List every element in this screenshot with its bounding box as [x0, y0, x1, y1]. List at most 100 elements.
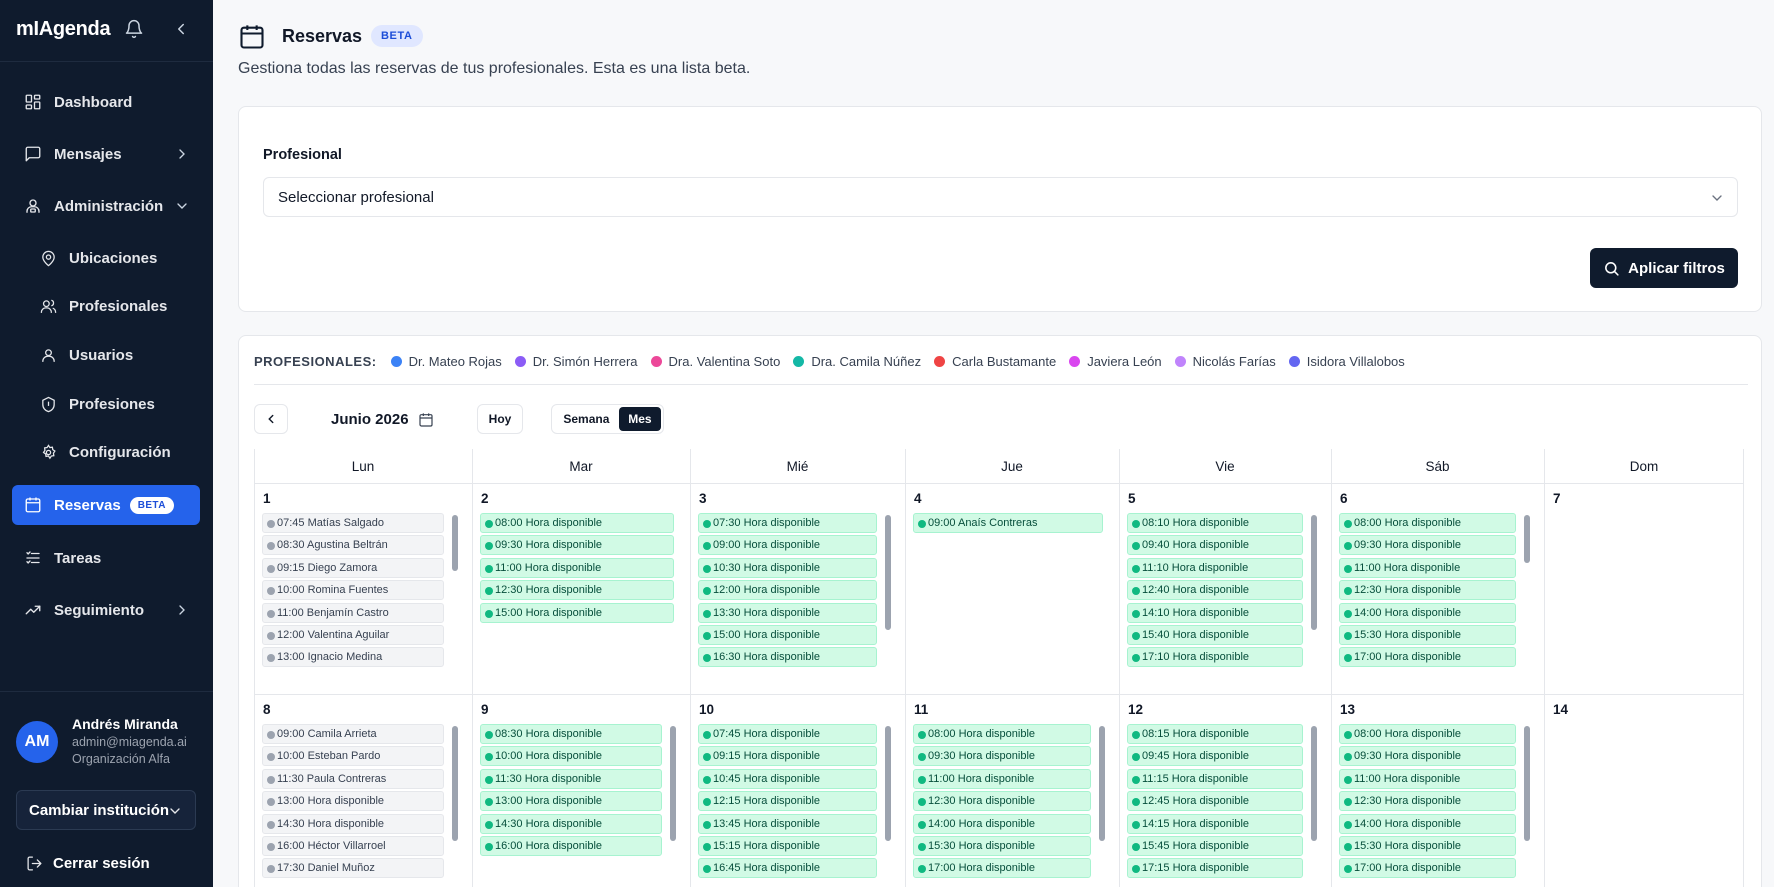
calendar-event[interactable]: 12:30 Hora disponible [1339, 791, 1516, 812]
sidebar-item-ubicaciones[interactable]: Ubicaciones [28, 239, 200, 277]
calendar-event[interactable]: 11:00 Benjamín Castro [262, 602, 444, 623]
apply-filters-button[interactable]: Aplicar filtros [1590, 248, 1738, 288]
calendar-event[interactable]: 12:45 Hora disponible [1127, 791, 1303, 812]
calendar-event[interactable]: 16:45 Hora disponible [698, 858, 877, 879]
calendar-event[interactable]: 08:30 Hora disponible [480, 724, 662, 744]
calendar-event[interactable]: 09:30 Hora disponible [913, 746, 1091, 767]
day-cell[interactable]: 14 [1544, 694, 1744, 887]
calendar-event[interactable]: 10:30 Hora disponible [698, 557, 877, 578]
calendar-event[interactable]: 08:30 Agustina Beltrán [262, 535, 444, 556]
calendar-event[interactable]: 07:30 Hora disponible [698, 513, 877, 533]
calendar-event[interactable]: 14:30 Hora disponible [262, 813, 444, 834]
calendar-event[interactable]: 13:00 Hora disponible [262, 791, 444, 812]
calendar-event[interactable]: 14:00 Hora disponible [1339, 813, 1516, 834]
calendar-event[interactable]: 15:30 Hora disponible [1339, 624, 1516, 645]
day-cell[interactable]: 6 08:00 Hora disponible 09:30 Hora disponi… [1331, 483, 1544, 694]
sidebar-item-administracion[interactable]: Administración [12, 186, 200, 226]
calendar-event[interactable]: 09:30 Hora disponible [480, 535, 674, 556]
calendar-event[interactable]: 10:00 Romina Fuentes [262, 580, 444, 601]
calendar-event[interactable]: 11:15 Hora disponible [1127, 768, 1303, 789]
day-cell[interactable]: 11 08:00 Hora disponible 09:30 Hora dispon… [905, 694, 1119, 887]
day-cell[interactable]: 10 07:45 Hora disponible 09:15 Hora dispon… [690, 694, 905, 887]
calendar-event[interactable]: 11:00 Hora disponible [1339, 557, 1516, 578]
month-view-button[interactable]: Mes [618, 407, 661, 431]
calendar-event[interactable]: 11:00 Hora disponible [1339, 768, 1516, 789]
calendar-event[interactable]: 07:45 Matías Salgado [262, 513, 444, 533]
scrollbar[interactable] [452, 726, 458, 841]
calendar-event[interactable]: 12:40 Hora disponible [1127, 580, 1303, 601]
calendar-event[interactable]: 12:15 Hora disponible [698, 791, 877, 812]
sidebar-item-profesionales[interactable]: Profesionales [28, 287, 200, 325]
calendar-event[interactable]: 17:00 Hora disponible [1339, 647, 1516, 668]
calendar-event[interactable]: 10:45 Hora disponible [698, 768, 877, 789]
calendar-event[interactable]: 17:00 Hora disponible [913, 858, 1091, 879]
today-button[interactable]: Hoy [477, 404, 523, 434]
scrollbar[interactable] [452, 515, 458, 571]
day-cell[interactable]: 12 08:15 Hora disponible 09:45 Hora dispon… [1119, 694, 1331, 887]
calendar-event[interactable]: 17:30 Daniel Muñoz [262, 858, 444, 879]
calendar-event[interactable]: 09:40 Hora disponible [1127, 535, 1303, 556]
sidebar-item-dashboard[interactable]: Dashboard [12, 82, 200, 122]
calendar-event[interactable]: 09:00 Anaís Contreras [913, 513, 1103, 533]
calendar-event[interactable]: 15:45 Hora disponible [1127, 835, 1303, 856]
sidebar-item-mensajes[interactable]: Mensajes [12, 134, 200, 174]
calendar-event[interactable]: 13:30 Hora disponible [698, 602, 877, 623]
scrollbar[interactable] [670, 726, 676, 841]
day-cell[interactable]: 2 08:00 Hora disponible 09:30 Hora disponi… [472, 483, 690, 694]
calendar-event[interactable]: 09:45 Hora disponible [1127, 746, 1303, 767]
calendar-event[interactable]: 15:15 Hora disponible [698, 835, 877, 856]
switch-institution-button[interactable]: Cambiar institución [16, 790, 196, 830]
calendar-event[interactable]: 08:00 Hora disponible [1339, 513, 1516, 533]
calendar-event[interactable]: 08:10 Hora disponible [1127, 513, 1303, 533]
calendar-event[interactable]: 14:15 Hora disponible [1127, 813, 1303, 834]
calendar-event[interactable]: 08:15 Hora disponible [1127, 724, 1303, 744]
bell-icon[interactable] [124, 19, 144, 39]
calendar-event[interactable]: 12:00 Valentina Aguilar [262, 624, 444, 645]
calendar-event[interactable]: 15:00 Hora disponible [698, 624, 877, 645]
month-picker[interactable]: Junio 2026 [331, 411, 434, 428]
calendar-event[interactable]: 15:00 Hora disponible [480, 602, 674, 623]
day-cell[interactable]: 13 08:00 Hora disponible 09:30 Hora dispon… [1331, 694, 1544, 887]
calendar-event[interactable]: 07:45 Hora disponible [698, 724, 877, 744]
calendar-event[interactable]: 12:30 Hora disponible [1339, 580, 1516, 601]
calendar-event[interactable]: 15:40 Hora disponible [1127, 624, 1303, 645]
scrollbar[interactable] [1524, 515, 1530, 563]
calendar-event[interactable]: 13:00 Hora disponible [480, 791, 662, 812]
calendar-event[interactable]: 13:45 Hora disponible [698, 813, 877, 834]
calendar-event[interactable]: 14:00 Hora disponible [913, 813, 1091, 834]
scrollbar[interactable] [1311, 726, 1317, 841]
calendar-event[interactable]: 12:30 Hora disponible [480, 580, 674, 601]
calendar-event[interactable]: 08:00 Hora disponible [1339, 724, 1516, 744]
calendar-event[interactable]: 11:10 Hora disponible [1127, 557, 1303, 578]
sidebar-item-configuracion[interactable]: Configuración [28, 433, 200, 471]
calendar-event[interactable]: 15:30 Hora disponible [913, 835, 1091, 856]
week-view-button[interactable]: Semana [563, 412, 610, 426]
calendar-event[interactable]: 11:00 Hora disponible [913, 768, 1091, 789]
scrollbar[interactable] [885, 515, 891, 630]
sidebar-item-usuarios[interactable]: Usuarios [28, 336, 200, 374]
calendar-event[interactable]: 11:00 Hora disponible [480, 557, 674, 578]
scrollbar[interactable] [885, 726, 891, 841]
calendar-event[interactable]: 10:00 Hora disponible [480, 746, 662, 767]
calendar-event[interactable]: 11:30 Hora disponible [480, 768, 662, 789]
calendar-event[interactable]: 08:00 Hora disponible [913, 724, 1091, 744]
calendar-event[interactable]: 16:00 Hora disponible [480, 835, 662, 856]
calendar-event[interactable]: 12:00 Hora disponible [698, 580, 877, 601]
calendar-event[interactable]: 08:00 Hora disponible [480, 513, 674, 533]
professional-select[interactable]: Seleccionar profesional [263, 177, 1738, 217]
calendar-event[interactable]: 14:00 Hora disponible [1339, 602, 1516, 623]
day-cell[interactable]: 4 09:00 Anaís Contreras [905, 483, 1119, 694]
sidebar-item-tareas[interactable]: Tareas [12, 538, 200, 578]
scrollbar[interactable] [1311, 515, 1317, 630]
sidebar-item-reservas[interactable]: Reservas BETA [12, 485, 200, 525]
calendar-event[interactable]: 09:00 Camila Arrieta [262, 724, 444, 744]
calendar-event[interactable]: 14:10 Hora disponible [1127, 602, 1303, 623]
day-cell[interactable]: 5 08:10 Hora disponible 09:40 Hora disponi… [1119, 483, 1331, 694]
day-cell[interactable]: 8 09:00 Camila Arrieta 10:00 Esteban Pardo… [254, 694, 472, 887]
scrollbar[interactable] [1524, 726, 1530, 841]
calendar-event[interactable]: 09:15 Diego Zamora [262, 557, 444, 578]
sidebar-item-seguimiento[interactable]: Seguimiento [12, 590, 200, 630]
calendar-event[interactable]: 13:00 Ignacio Medina [262, 647, 444, 668]
logout-button[interactable]: Cerrar sesión [26, 855, 150, 872]
calendar-event[interactable]: 17:15 Hora disponible [1127, 858, 1303, 879]
